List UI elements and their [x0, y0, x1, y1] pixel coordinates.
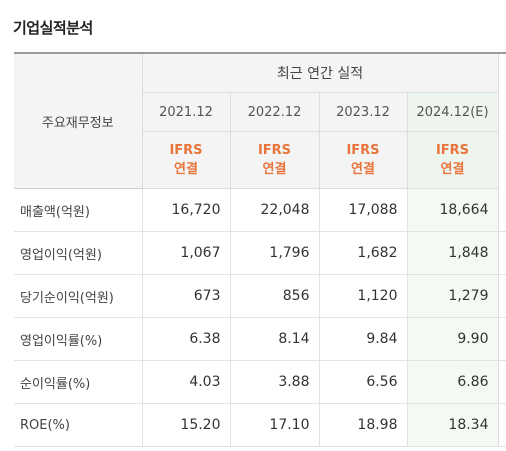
table-right-gap: [497, 52, 506, 189]
row-right-gap: [497, 188, 506, 232]
table-row: 당기순이익(억원) 673 856 1,120 1,279: [14, 274, 506, 318]
section-title: 기업실적분석: [13, 19, 93, 37]
value-cell: 1,848: [406, 231, 498, 275]
financial-summary-table: 주요재무정보 최근 연간 실적 2021.12 2022.12 2023.12 202…: [14, 52, 506, 447]
row-label: 순이익률(%): [14, 360, 142, 404]
ifrs-basis-label: IFRS 연결: [406, 131, 498, 189]
value-cell: 15.20: [141, 403, 230, 447]
row-label: 매출액(억원): [14, 188, 142, 232]
value-cell: 18.98: [318, 403, 407, 447]
row-label: 영업이익률(%): [14, 317, 142, 361]
value-cell: 6.56: [318, 360, 407, 404]
value-cell: 16,720: [141, 188, 230, 232]
row-right-gap: [497, 231, 506, 275]
value-cell: 9.84: [318, 317, 407, 361]
value-cell: 856: [229, 274, 319, 318]
row-label: 당기순이익(억원): [14, 274, 142, 318]
row-label: ROE(%): [14, 403, 142, 447]
value-cell: 1,120: [318, 274, 407, 318]
table-row: 영업이익률(%) 6.38 8.14 9.84 9.90: [14, 317, 506, 361]
left-header: 주요재무정보: [14, 52, 142, 189]
ifrs-basis-label: IFRS 연결: [229, 131, 319, 189]
value-cell: 22,048: [229, 188, 319, 232]
year-header: 2023.12: [318, 92, 407, 132]
table-row: 매출액(억원) 16,720 22,048 17,088 18,664: [14, 188, 506, 232]
value-cell: 17,088: [318, 188, 407, 232]
value-cell: 18.34: [406, 403, 498, 447]
value-cell: 1,796: [229, 231, 319, 275]
value-cell: 3.88: [229, 360, 319, 404]
table-row: 순이익률(%) 4.03 3.88 6.56 6.86: [14, 360, 506, 404]
value-cell: 6.38: [141, 317, 230, 361]
value-cell: 673: [141, 274, 230, 318]
value-cell: 1,279: [406, 274, 498, 318]
value-cell: 6.86: [406, 360, 498, 404]
value-cell: 18,664: [406, 188, 498, 232]
row-right-gap: [497, 403, 506, 447]
row-label: 영업이익(억원): [14, 231, 142, 275]
value-cell: 17.10: [229, 403, 319, 447]
year-header: 2021.12: [141, 92, 230, 132]
table-row: 영업이익(억원) 1,067 1,796 1,682 1,848: [14, 231, 506, 275]
row-right-gap: [497, 360, 506, 404]
ifrs-basis-label: IFRS 연결: [141, 131, 230, 189]
value-cell: 1,682: [318, 231, 407, 275]
value-cell: 4.03: [141, 360, 230, 404]
financial-summary-table-wrapper: 주요재무정보 최근 연간 실적 2021.12 2022.12 2023.12 202…: [14, 52, 506, 451]
value-cell: 1,067: [141, 231, 230, 275]
year-header: 2024.12(E): [406, 92, 498, 132]
group-header: 최근 연간 실적: [141, 52, 498, 93]
row-right-gap: [497, 274, 506, 318]
year-header: 2022.12: [229, 92, 319, 132]
ifrs-basis-label: IFRS 연결: [318, 131, 407, 189]
table-row: ROE(%) 15.20 17.10 18.98 18.34: [14, 403, 506, 447]
value-cell: 8.14: [229, 317, 319, 361]
row-right-gap: [497, 317, 506, 361]
value-cell: 9.90: [406, 317, 498, 361]
